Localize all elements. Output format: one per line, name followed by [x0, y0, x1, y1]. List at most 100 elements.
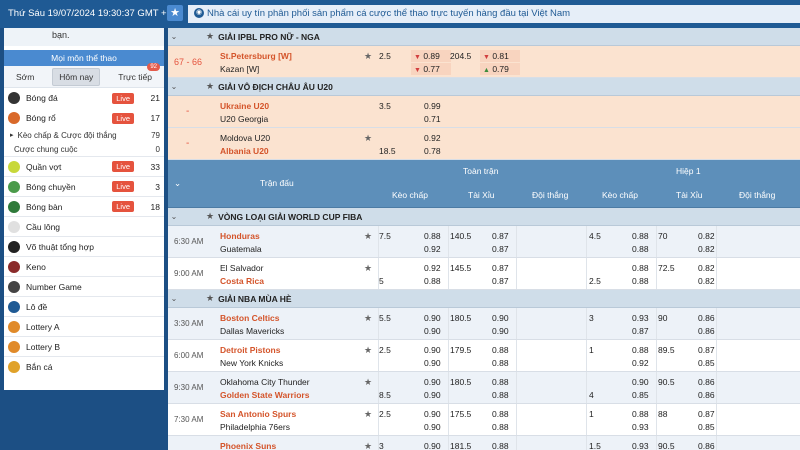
live-badge[interactable]: Live	[112, 201, 134, 212]
match-row[interactable]: 6:00 AM Detroit Pistons New York Knicks ★ 2.…	[168, 340, 800, 372]
announcement-marquee[interactable]: ◉ Nhà cái uy tín phân phối sản phẩm cá cư…	[188, 5, 800, 23]
match-row[interactable]: Phoenix Suns ★ 3 0.90 181.5 0.88 1.5 0.93 90.5 0.…	[168, 436, 800, 450]
sport-item[interactable]: Cầu lông	[4, 216, 164, 236]
live-badge[interactable]: Live	[112, 181, 134, 192]
h1-total-odd-over[interactable]: 0.82	[698, 263, 715, 273]
handicap-odd-home[interactable]: 0.90	[424, 313, 441, 323]
h1-handicap-odd-home[interactable]: 0.88	[632, 263, 649, 273]
sport-item[interactable]: Bóng chuyền Live 3	[4, 176, 164, 196]
h1-handicap-odd-away[interactable]: 0.92	[632, 358, 649, 368]
tab-live[interactable]: Trực tiếp	[118, 71, 152, 82]
h1-handicap-odd-home[interactable]: 0.93	[632, 313, 649, 323]
h1-total-odd-over[interactable]: 0.86	[698, 441, 715, 450]
handicap-odd-away[interactable]: ▼ 0.77	[411, 63, 451, 75]
total-odd-under[interactable]: 0.87	[492, 276, 509, 286]
h1-total-odd-under[interactable]: 0.86	[698, 326, 715, 336]
h1-handicap-odd-home[interactable]: 0.88	[632, 409, 649, 419]
league-header[interactable]: ⌄ ★ GIẢI IPBL PRO NỮ - NGA	[168, 28, 800, 46]
favorite-star-icon[interactable]: ★	[364, 263, 373, 273]
total-odd-over[interactable]: 0.87	[492, 263, 509, 273]
chevron-down-icon[interactable]: ⌄	[170, 82, 178, 91]
handicap-odd-home[interactable]: 0.92	[424, 133, 441, 143]
handicap-odd-away[interactable]: 0.90	[424, 358, 441, 368]
h1-total-odd-over[interactable]: 0.82	[698, 231, 715, 241]
star-icon[interactable]: ★	[206, 211, 215, 221]
match-row[interactable]: - Ukraine U20 U20 Georgia 3.5 0.99 0.71	[168, 96, 800, 128]
sport-item[interactable]: Keno	[4, 256, 164, 276]
sport-item[interactable]: Bóng rổ Live 17	[4, 108, 164, 128]
handicap-odd-away[interactable]: 0.92	[424, 244, 441, 254]
handicap-odd-home[interactable]: 0.92	[424, 263, 441, 273]
h1-total-odd-under[interactable]: 0.82	[698, 276, 715, 286]
handicap-odd-home[interactable]: ▼ 0.89	[411, 50, 451, 62]
handicap-odd-home[interactable]: 0.90	[424, 409, 441, 419]
handicap-odd-home[interactable]: 0.90	[424, 377, 441, 387]
favorite-star-icon[interactable]: ★	[364, 133, 373, 143]
total-odd-under[interactable]: 0.88	[492, 358, 509, 368]
total-odd-over[interactable]: ▼ 0.81	[480, 50, 520, 62]
match-row[interactable]: 67 - 66 St.Petersburg [W] Kazan [W] ★ 2.…	[168, 46, 800, 78]
total-odd-over[interactable]: 0.88	[492, 409, 509, 419]
handicap-odd-home[interactable]: 0.90	[424, 441, 441, 450]
match-row[interactable]: 9:00 AM El Salvador Costa Rica ★ 5 0.92 0.88 14…	[168, 258, 800, 290]
total-odd-under[interactable]: 0.88	[492, 422, 509, 432]
h1-total-odd-under[interactable]: 0.85	[698, 422, 715, 432]
total-odd-under[interactable]: 0.87	[492, 244, 509, 254]
total-odd-under[interactable]: 0.88	[492, 390, 509, 400]
h1-total-odd-under[interactable]: 0.86	[698, 390, 715, 400]
h1-handicap-odd-away[interactable]: 0.88	[632, 276, 649, 286]
favorite-star-icon[interactable]: ★	[364, 51, 373, 61]
star-icon[interactable]: ★	[206, 31, 215, 41]
total-odd-under[interactable]: ▲ 0.79	[480, 63, 520, 75]
handicap-odd-away[interactable]: 0.90	[424, 422, 441, 432]
total-odd-over[interactable]: 0.88	[492, 345, 509, 355]
favorite-star-icon[interactable]: ★	[364, 231, 373, 241]
handicap-odd-away[interactable]: 0.90	[424, 326, 441, 336]
h1-handicap-odd-home[interactable]: 0.90	[632, 377, 649, 387]
total-odd-under[interactable]: 0.90	[492, 326, 509, 336]
favorites-star-icon[interactable]: ★	[167, 5, 183, 21]
sport-item[interactable]: Bóng bàn Live 18	[4, 196, 164, 216]
favorite-star-icon[interactable]: ★	[364, 377, 373, 387]
sub-market-item[interactable]: ▸ Kèo chấp & Cược đội thắng 79	[4, 128, 164, 142]
handicap-odd-away[interactable]: 0.90	[424, 390, 441, 400]
match-row[interactable]: 9:30 AM Oklahoma City Thunder Golden State…	[168, 372, 800, 404]
h1-total-odd-over[interactable]: 0.87	[698, 345, 715, 355]
handicap-odd-away[interactable]: 0.71	[424, 114, 441, 124]
tab-today[interactable]: Hôm nay	[52, 67, 101, 86]
h1-handicap-odd-away[interactable]: 0.88	[632, 244, 649, 254]
collapse-chevron-icon[interactable]: ⌄	[174, 178, 182, 188]
h1-total-odd-under[interactable]: 0.85	[698, 358, 715, 368]
h1-total-odd-over[interactable]: 0.87	[698, 409, 715, 419]
sport-item[interactable]: Lottery B	[4, 336, 164, 356]
h1-handicap-odd-home[interactable]: 0.88	[632, 231, 649, 241]
handicap-odd-away[interactable]: 0.78	[424, 146, 441, 156]
handicap-odd-home[interactable]: 0.88	[424, 231, 441, 241]
handicap-odd-away[interactable]: 0.88	[424, 276, 441, 286]
sport-item[interactable]: Lô đề	[4, 296, 164, 316]
tab-early[interactable]: Sớm	[15, 71, 35, 82]
match-row[interactable]: 7:30 AM San Antonio Spurs Philadelphia 76e…	[168, 404, 800, 436]
h1-total-odd-over[interactable]: 0.86	[698, 377, 715, 387]
league-header[interactable]: ⌄ ★ VÒNG LOẠI GIẢI WORLD CUP FIBA	[168, 208, 800, 226]
h1-handicap-odd-away[interactable]: 0.87	[632, 326, 649, 336]
star-icon[interactable]: ★	[206, 81, 215, 91]
sport-item[interactable]: Bắn cá	[4, 356, 164, 376]
match-row[interactable]: 6:30 AM Honduras Guatemala ★ 7.5 0.88 0.92 140.…	[168, 226, 800, 258]
h1-handicap-odd-away[interactable]: 0.93	[632, 422, 649, 432]
star-icon[interactable]: ★	[206, 293, 215, 303]
sport-item[interactable]: Number Game	[4, 276, 164, 296]
favorite-star-icon[interactable]: ★	[364, 409, 373, 419]
sport-item[interactable]: Lottery A	[4, 316, 164, 336]
chevron-down-icon[interactable]: ⌄	[170, 212, 178, 221]
chevron-down-icon[interactable]: ⌄	[170, 294, 178, 303]
h1-total-odd-under[interactable]: 0.82	[698, 244, 715, 254]
total-odd-over[interactable]: 0.88	[492, 441, 509, 450]
league-header[interactable]: ⌄ ★ GIẢI VÔ ĐỊCH CHÂU ÂU U20	[168, 78, 800, 96]
total-odd-over[interactable]: 0.88	[492, 377, 509, 387]
h1-handicap-odd-home[interactable]: 0.93	[632, 441, 649, 450]
live-badge[interactable]: Live	[112, 161, 134, 172]
total-odd-over[interactable]: 0.87	[492, 231, 509, 241]
sport-item[interactable]: Võ thuật tổng hợp	[4, 236, 164, 256]
live-badge[interactable]: Live	[112, 112, 134, 124]
